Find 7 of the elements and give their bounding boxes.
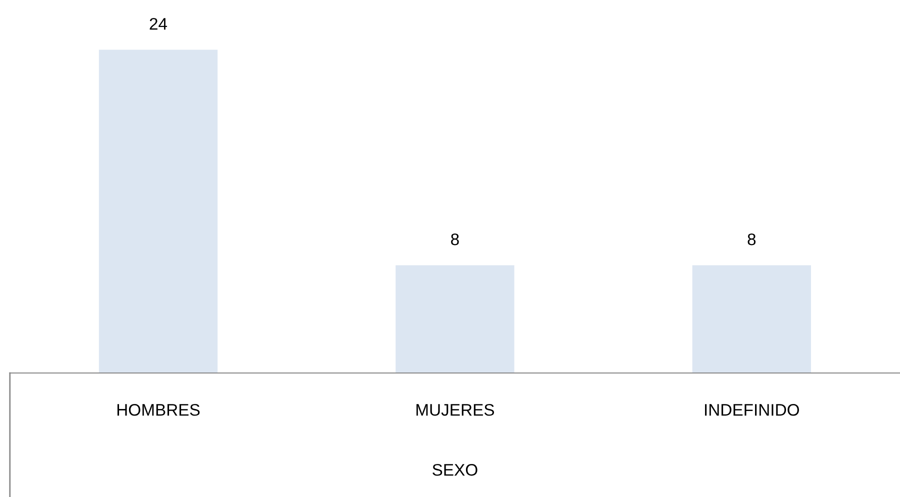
data-label: 8	[451, 233, 459, 246]
x-tick-label: INDEFINIDO	[705, 404, 799, 416]
x-tick-label: HOMBRES	[117, 404, 200, 416]
x-tick-label: MUJERES	[416, 404, 494, 416]
data-label: 8	[748, 233, 756, 246]
x-axis-title: SEXO	[432, 464, 478, 476]
data-label: 24	[150, 18, 168, 30]
